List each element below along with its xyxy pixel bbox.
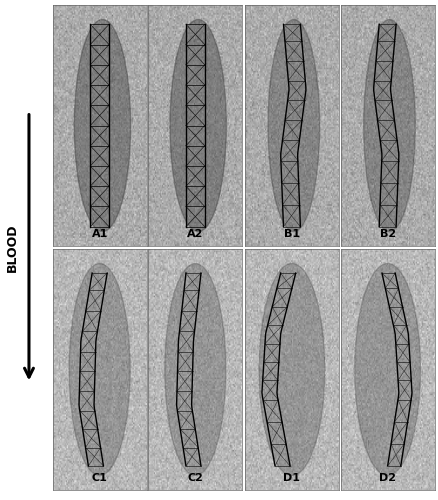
Text: D1: D1 bbox=[283, 473, 300, 483]
Text: BLOOD: BLOOD bbox=[6, 223, 18, 272]
Ellipse shape bbox=[170, 20, 226, 232]
Text: A1: A1 bbox=[91, 229, 108, 239]
Ellipse shape bbox=[69, 264, 130, 476]
Text: C1: C1 bbox=[92, 473, 107, 483]
Ellipse shape bbox=[164, 264, 226, 476]
Text: B2: B2 bbox=[379, 229, 395, 239]
Text: C2: C2 bbox=[187, 473, 203, 483]
Ellipse shape bbox=[74, 20, 131, 232]
Ellipse shape bbox=[267, 20, 319, 232]
Ellipse shape bbox=[354, 264, 420, 476]
Text: A2: A2 bbox=[187, 229, 203, 239]
Ellipse shape bbox=[363, 20, 414, 232]
Text: D2: D2 bbox=[378, 473, 395, 483]
Text: B1: B1 bbox=[283, 229, 299, 239]
Ellipse shape bbox=[258, 264, 324, 476]
